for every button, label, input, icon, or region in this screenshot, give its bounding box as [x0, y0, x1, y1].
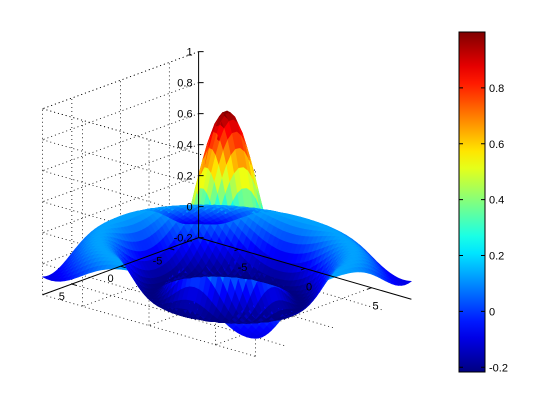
y-tick-mark [120, 265, 126, 269]
surface-mesh [42, 110, 412, 339]
colorbar-bar [458, 31, 486, 373]
z-tick-label: 0.2 [177, 171, 192, 183]
colorbar-tick-label: 0.4 [489, 195, 504, 207]
grid-line [42, 51, 199, 110]
z-tick-label: 0.8 [177, 78, 192, 90]
x-tick-mark [234, 248, 239, 252]
colorbar-tick-label: 0.8 [489, 83, 504, 95]
x-tick-label: -5 [238, 262, 248, 274]
y-tick-label: 0 [107, 273, 113, 285]
y-tick-mark [169, 247, 175, 251]
x-tick-mark [367, 287, 372, 290]
grid-line [42, 294, 256, 357]
surface-patch [403, 280, 412, 284]
colorbar-tick-label: 0 [489, 306, 495, 318]
y-tick-mark [71, 283, 77, 287]
z-tick-label: -0.2 [174, 233, 193, 245]
colorbar: -0.2 0 0.2 0.4 0.6 0.8 [458, 31, 508, 374]
z-tick-label: 1 [186, 47, 192, 59]
colorbar-tick-label: -0.2 [489, 362, 508, 374]
x-tick-label: 0 [306, 281, 312, 293]
x-tick-mark [300, 267, 306, 271]
colorbar-tick-label: 0.6 [489, 139, 504, 151]
axis-lines [42, 51, 412, 300]
z-tick-label: 0.4 [177, 140, 192, 152]
grid-line [42, 82, 199, 141]
tick-labels: -0.2 0 0.2 0.4 0.6 0.8 1 -5 0 5 -5 0 5 [59, 47, 379, 313]
z-tick-label: 0.6 [177, 109, 192, 121]
colorbar-tick-label: 0.2 [489, 251, 504, 263]
x-tick-label: 5 [372, 301, 378, 313]
y-tick-label: -5 [153, 255, 163, 267]
z-tick-label: 0 [186, 202, 192, 214]
y-tick-label: 5 [59, 291, 65, 303]
